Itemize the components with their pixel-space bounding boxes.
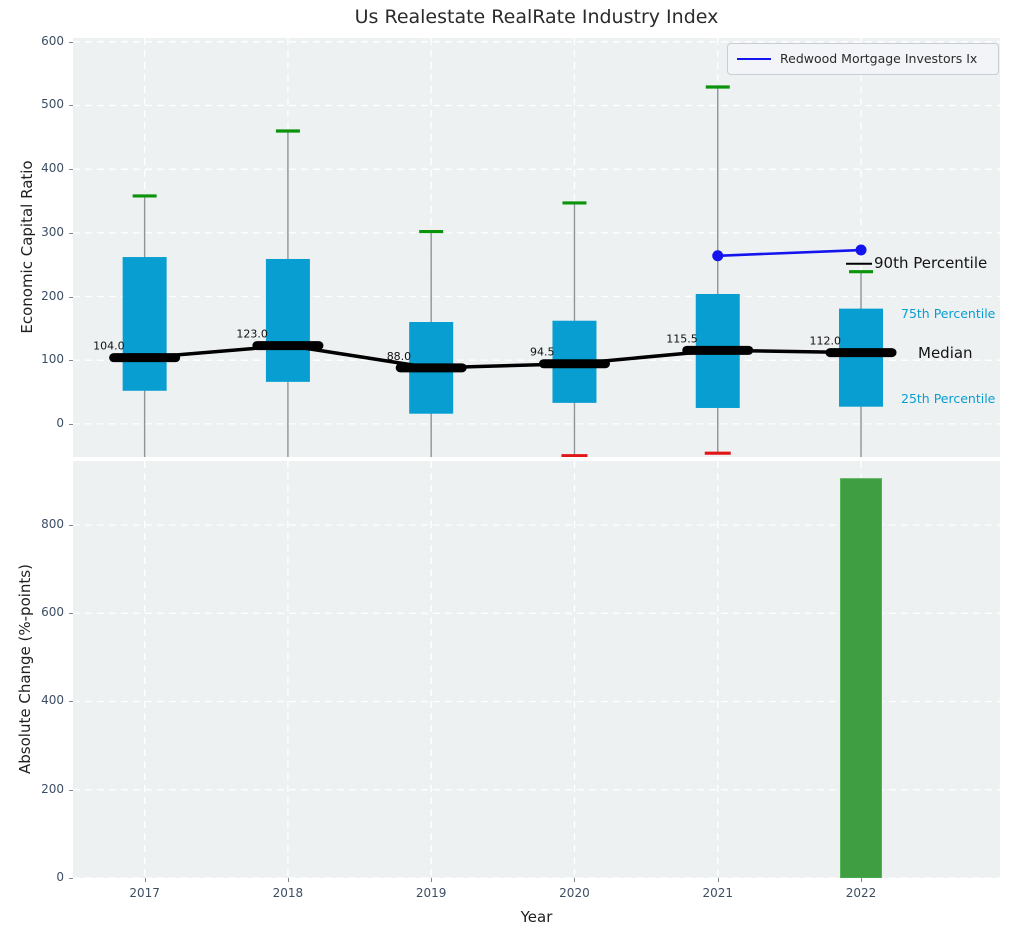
x-axis-label: Year <box>520 908 553 926</box>
ytick-label-top: 100 <box>41 352 64 367</box>
absolute-change-bar <box>840 478 883 878</box>
ytick-label-bottom: 600 <box>41 605 64 620</box>
ytick-label-top: 400 <box>41 161 64 176</box>
median-value-label: 112.0 <box>810 335 842 348</box>
xtick-label: 2022 <box>845 886 877 900</box>
chart-title: Us Realestate RealRate Industry Index <box>354 6 719 28</box>
ytick-mark <box>69 423 73 425</box>
xtick-label: 2018 <box>272 886 304 900</box>
median-value-label: 88.0 <box>387 350 412 363</box>
xtick-mark <box>144 878 146 882</box>
ytick-label-top: 500 <box>41 97 64 112</box>
legend-label: Redwood Mortgage Investors Ix <box>780 51 978 66</box>
median-value-label: 104.0 <box>93 340 125 353</box>
ytick-mark <box>69 524 73 526</box>
bar-plot-svg <box>73 461 1000 878</box>
ytick-mark <box>69 169 73 171</box>
annotation-25th-percentile: 25th Percentile <box>901 391 996 406</box>
ytick-mark <box>69 41 73 43</box>
annotation-90th-percentile: 90th Percentile <box>874 254 988 272</box>
ytick-label-top: 0 <box>56 415 64 430</box>
ytick-label-bottom: 800 <box>41 516 64 531</box>
ytick-label-top: 300 <box>41 224 64 239</box>
annotation-median: Median <box>918 344 973 362</box>
ytick-label-top: 200 <box>41 288 64 303</box>
median-trend-line <box>144 343 862 370</box>
y-axis-label-bottom: Absolute Change (%-points) <box>16 564 34 774</box>
xtick-label: 2020 <box>559 886 590 900</box>
iqr-box <box>265 258 310 382</box>
iqr-box <box>839 308 884 407</box>
xtick-mark <box>861 878 863 882</box>
series-point <box>855 244 867 256</box>
box-plot-svg: 104.0 123.0 88.0 94.5 115.5 112.0 <box>73 38 1000 457</box>
legend: Redwood Mortgage Investors Ix <box>727 43 999 75</box>
annotation-75th-percentile: 75th Percentile <box>901 306 996 321</box>
xtick-mark <box>574 878 576 882</box>
ytick-mark <box>69 701 73 703</box>
ytick-mark <box>69 789 73 791</box>
median-value-label: 115.5 <box>666 332 698 345</box>
xtick-mark <box>431 878 433 882</box>
median-value-label: 123.0 <box>236 328 267 341</box>
series-line <box>717 248 862 258</box>
series-point <box>712 250 724 262</box>
legend-line-sample-icon <box>737 58 771 60</box>
xtick-label: 2017 <box>129 886 160 900</box>
ytick-label-bottom: 400 <box>41 693 64 708</box>
median-value-label: 94.5 <box>530 346 555 359</box>
xtick-label: 2019 <box>415 886 447 900</box>
ytick-label-top: 600 <box>41 33 64 48</box>
xtick-mark <box>717 878 719 882</box>
ytick-label-bottom: 200 <box>41 781 64 796</box>
ytick-mark <box>69 105 73 107</box>
bar-plot-area <box>73 461 1000 878</box>
ytick-mark <box>69 613 73 615</box>
xtick-label: 2021 <box>702 886 733 900</box>
xtick-mark <box>287 878 289 882</box>
ytick-mark <box>69 232 73 234</box>
ytick-mark <box>69 878 73 879</box>
ytick-mark <box>69 360 73 362</box>
ytick-label-bottom: 0 <box>56 870 64 884</box>
ytick-mark <box>69 296 73 298</box>
box-plot-area: 104.0 123.0 88.0 94.5 115.5 112.0 <box>73 38 1000 457</box>
iqr-box <box>122 257 167 391</box>
